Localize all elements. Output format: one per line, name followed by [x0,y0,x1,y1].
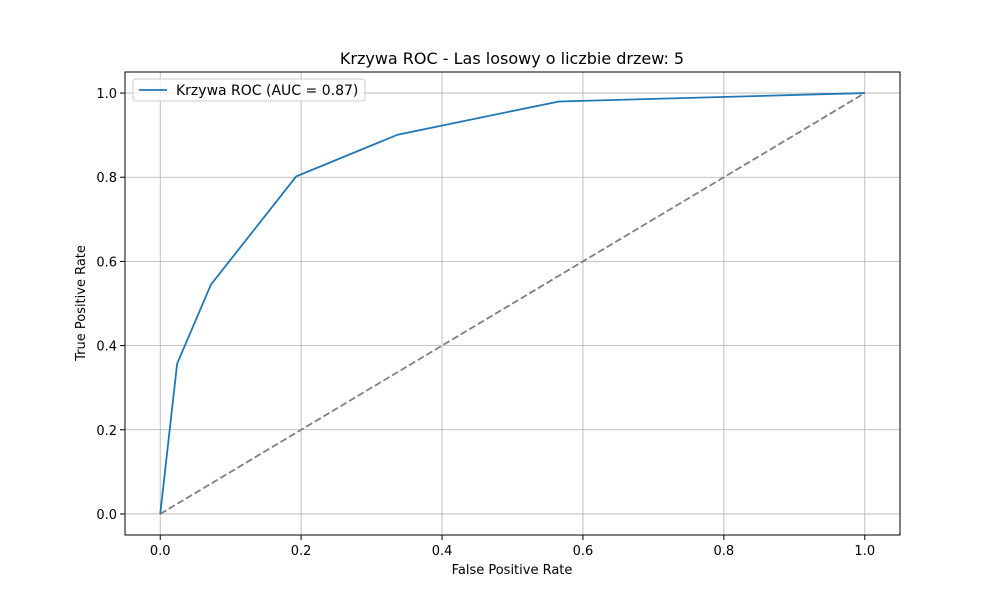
y-tick-label: 0.2 [96,424,117,439]
tick-layer: 0.0 0.2 0.4 0.6 0.8 1.0 0.0 0.2 0.4 0.6 0.8 1.0 [96,87,875,559]
legend-box [132,78,366,102]
x-tick-label: 0.8 [714,544,735,559]
y-tick-label: 1.0 [96,87,117,102]
y-tick-label: 0.4 [96,340,117,355]
random-classifier-line [159,92,866,515]
legend-label: Krzywa ROC (AUC = 0.87) [176,83,358,99]
x-tick-label: 0.2 [291,544,312,559]
y-tick-label: 0.0 [96,508,117,523]
y-tick-label: 0.6 [96,255,117,270]
legend: Krzywa ROC (AUC = 0.87) [132,78,366,102]
plot-frame [124,71,901,536]
chart-title: Krzywa ROC - Las losowy o liczbie drzew:… [340,49,684,68]
y-axis-label: True Positive Rate [74,245,89,362]
x-tick-label: 0.4 [432,544,453,559]
x-tick-label: 1.0 [854,544,875,559]
x-tick-label: 0.6 [573,544,594,559]
series-layer [159,92,866,515]
x-tick-label: 0.0 [150,544,171,559]
roc-curve-line [159,92,865,515]
x-axis-label: False Positive Rate [452,563,573,578]
y-tick-label: 0.8 [96,171,117,186]
